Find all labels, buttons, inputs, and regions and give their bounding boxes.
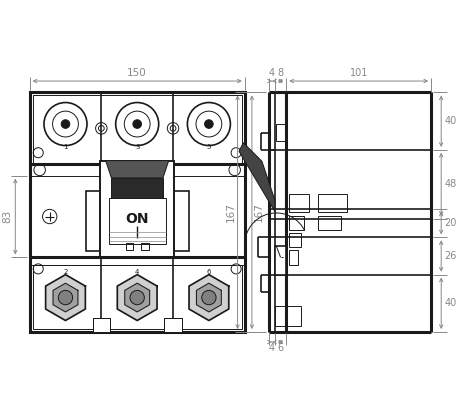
Bar bbox=[318, 216, 341, 230]
Bar bbox=[174, 191, 189, 251]
Circle shape bbox=[202, 290, 216, 305]
Text: 150: 150 bbox=[127, 68, 147, 78]
Bar bbox=[125, 243, 133, 250]
Polygon shape bbox=[239, 142, 275, 211]
Bar bbox=[86, 191, 100, 251]
Text: 101: 101 bbox=[349, 68, 368, 78]
Text: 2: 2 bbox=[63, 269, 68, 275]
Text: 4: 4 bbox=[135, 269, 139, 275]
Text: 167: 167 bbox=[253, 202, 263, 222]
Text: 40: 40 bbox=[444, 298, 456, 308]
Text: 40: 40 bbox=[444, 116, 456, 126]
Text: 26: 26 bbox=[444, 251, 457, 261]
Bar bbox=[289, 250, 298, 265]
Text: ON: ON bbox=[125, 211, 149, 225]
Bar bbox=[289, 233, 300, 247]
Bar bbox=[142, 243, 149, 250]
Text: 1: 1 bbox=[63, 144, 68, 150]
Text: 83: 83 bbox=[2, 210, 12, 223]
Text: 8: 8 bbox=[278, 68, 284, 78]
Bar bbox=[275, 246, 286, 275]
Bar bbox=[289, 194, 309, 211]
Text: 167: 167 bbox=[226, 202, 236, 222]
Polygon shape bbox=[106, 161, 169, 178]
Circle shape bbox=[61, 120, 70, 128]
Bar bbox=[30, 93, 245, 332]
Text: 6: 6 bbox=[278, 344, 284, 354]
Polygon shape bbox=[53, 283, 78, 312]
Bar bbox=[33, 95, 242, 164]
Bar bbox=[109, 198, 166, 244]
Circle shape bbox=[130, 290, 144, 305]
Polygon shape bbox=[196, 283, 221, 312]
Bar bbox=[318, 194, 347, 211]
Text: 3: 3 bbox=[135, 144, 139, 150]
Bar bbox=[289, 216, 304, 230]
Polygon shape bbox=[125, 283, 150, 312]
Text: 20: 20 bbox=[444, 218, 457, 228]
Circle shape bbox=[58, 290, 73, 305]
Polygon shape bbox=[46, 275, 85, 320]
Circle shape bbox=[205, 120, 213, 128]
Text: 4: 4 bbox=[269, 68, 275, 78]
Text: 6: 6 bbox=[207, 269, 211, 275]
Bar bbox=[111, 178, 163, 198]
Bar bbox=[100, 161, 174, 258]
Bar bbox=[164, 318, 182, 332]
Text: 4: 4 bbox=[269, 344, 275, 354]
Bar bbox=[33, 265, 242, 329]
Bar bbox=[276, 124, 285, 141]
Bar bbox=[275, 306, 300, 326]
Text: 5: 5 bbox=[207, 144, 211, 150]
Bar bbox=[93, 318, 110, 332]
Text: 48: 48 bbox=[444, 179, 456, 189]
Polygon shape bbox=[117, 275, 157, 320]
Polygon shape bbox=[189, 275, 229, 320]
Bar bbox=[100, 161, 174, 258]
Circle shape bbox=[133, 120, 142, 128]
